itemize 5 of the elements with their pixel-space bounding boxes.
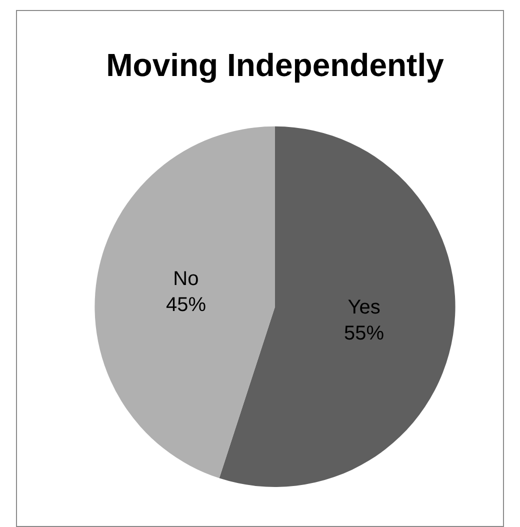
chart-title: Moving Independently xyxy=(106,47,444,84)
slice-label: Yes xyxy=(348,296,380,318)
data-label: 45% xyxy=(166,294,206,316)
slice-label: No xyxy=(173,268,199,290)
data-label: 55% xyxy=(344,322,384,344)
